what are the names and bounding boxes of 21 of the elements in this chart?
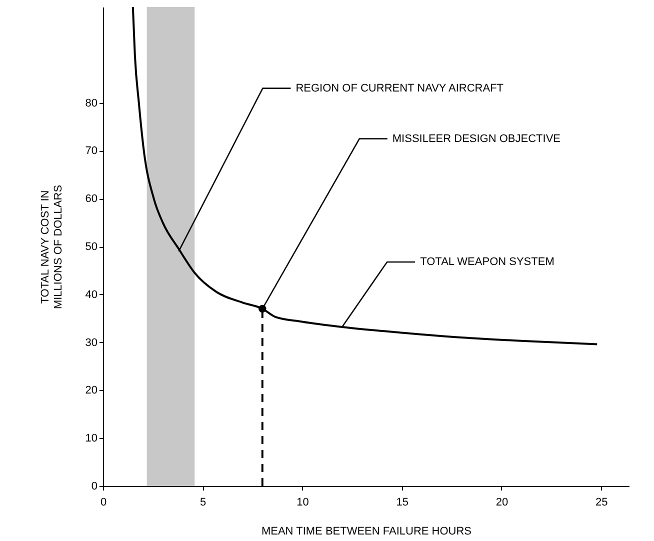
y-tick-label: 70 (85, 145, 98, 158)
y-tick-label: 80 (85, 97, 98, 110)
y-axis-title: TOTAL NAVY COST IN MILLIONS OF DOLLARS (39, 184, 64, 310)
x-tick-label: 25 (595, 496, 608, 508)
x-tick-label: 20 (496, 496, 508, 508)
x-tick-label: 10 (296, 496, 309, 508)
y-tick-label: 60 (85, 193, 98, 206)
x-tick-label: 0 (100, 496, 107, 508)
y-tick-label: 0 (91, 480, 98, 492)
x-tick-label: 5 (200, 496, 206, 508)
text: TOTAL WEAPON SYSTEM (420, 256, 554, 268)
x-axis-title: MEAN TIME BETWEEN FAILURE HOURS (261, 526, 472, 538)
y-tick-label: 30 (85, 336, 98, 349)
annotation: REGION OF CURRENT NAVY AIRCRAFT (296, 82, 504, 94)
y-tick-label: 40 (85, 288, 98, 301)
line-series (132, 6, 598, 346)
x-tick-label: 15 (396, 496, 408, 508)
y-tick-label: 10 (85, 432, 98, 445)
y-tick-label: 20 (85, 384, 98, 397)
y-tick-label: 50 (85, 241, 98, 253)
annotation: MISSILEER DESIGN OBJECTIVE (392, 132, 560, 145)
